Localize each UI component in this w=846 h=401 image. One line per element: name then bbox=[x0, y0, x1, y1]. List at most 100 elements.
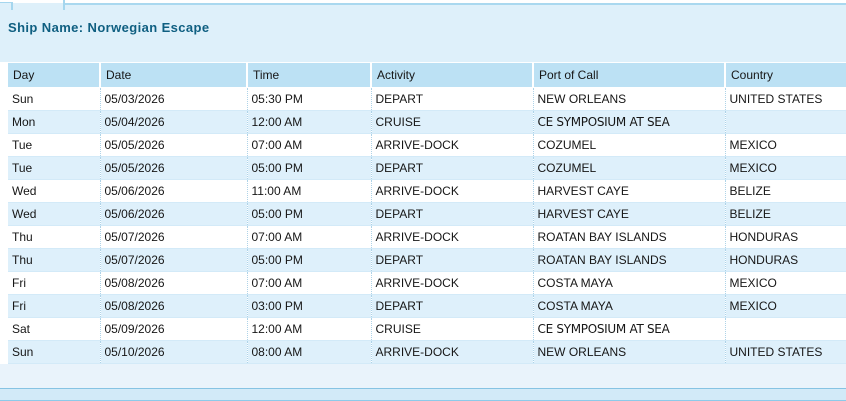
cell-country: BELIZE bbox=[725, 202, 846, 226]
footer-band bbox=[0, 388, 846, 401]
cell-day: Thu bbox=[8, 248, 101, 272]
itinerary-table: Day Date Time Activity Port of Call Country S… bbox=[8, 62, 846, 364]
cell-date: 05/09/2026 bbox=[100, 317, 248, 341]
cell-day: Thu bbox=[8, 225, 101, 249]
cell-day: Tue bbox=[8, 133, 101, 157]
cell-date: 05/05/2026 bbox=[100, 133, 248, 157]
cell-port: HARVEST CAYE bbox=[533, 179, 726, 203]
cell-country: HONDURAS bbox=[725, 225, 846, 249]
tab-strip-line-right bbox=[65, 3, 846, 5]
cell-date: 05/08/2026 bbox=[100, 271, 248, 295]
cell-date: 05/10/2026 bbox=[100, 340, 248, 364]
cell-day: Fri bbox=[8, 294, 101, 318]
tab-edge-tick-right bbox=[63, 0, 65, 10]
ship-name-title: Ship Name: Norwegian Escape bbox=[8, 20, 210, 35]
cell-date: 05/07/2026 bbox=[100, 225, 248, 249]
cell-country: UNITED STATES bbox=[725, 340, 846, 364]
cell-date: 05/05/2026 bbox=[100, 156, 248, 180]
cell-port: COSTA MAYA bbox=[533, 294, 726, 318]
cell-time: 07:00 AM bbox=[247, 133, 372, 157]
header-day: Day bbox=[8, 62, 101, 88]
cell-date: 05/03/2026 bbox=[100, 87, 248, 111]
itinerary-row: Tue 05/05/2026 07:00 AM ARRIVE-DOCK COZUMEL M… bbox=[8, 133, 846, 157]
cell-day: Wed bbox=[8, 202, 101, 226]
cell-date: 05/04/2026 bbox=[100, 110, 248, 134]
cell-time: 05:00 PM bbox=[247, 202, 372, 226]
cell-date: 05/08/2026 bbox=[100, 294, 248, 318]
header-time: Time bbox=[247, 62, 372, 88]
cell-day: Mon bbox=[8, 110, 101, 134]
cell-day: Sun bbox=[8, 340, 101, 364]
cell-port: CE SYMPOSIUM AT SEA bbox=[533, 110, 726, 134]
cell-day: Sun bbox=[8, 87, 101, 111]
cell-activity: ARRIVE-DOCK bbox=[371, 179, 534, 203]
cell-activity: ARRIVE-DOCK bbox=[371, 133, 534, 157]
cell-port: ROATAN BAY ISLANDS bbox=[533, 225, 726, 249]
cell-port: COZUMEL bbox=[533, 133, 726, 157]
header-activity: Activity bbox=[371, 62, 534, 88]
cell-activity: ARRIVE-DOCK bbox=[371, 340, 534, 364]
itinerary-row: Fri 05/08/2026 07:00 AM ARRIVE-DOCK COSTA MA… bbox=[8, 271, 846, 295]
cell-activity: DEPART bbox=[371, 294, 534, 318]
cell-time: 12:00 AM bbox=[247, 110, 372, 134]
cell-country: MEXICO bbox=[725, 294, 846, 318]
cell-time: 07:00 AM bbox=[247, 271, 372, 295]
cell-activity: CRUISE bbox=[371, 317, 534, 341]
cell-date: 05/06/2026 bbox=[100, 202, 248, 226]
itinerary-row: Fri 05/08/2026 03:00 PM DEPART COSTA MAYA MEX… bbox=[8, 294, 846, 318]
tab-strip-line-left bbox=[0, 2, 12, 3]
cell-activity: DEPART bbox=[371, 248, 534, 272]
cell-time: 08:00 AM bbox=[247, 340, 372, 364]
cell-date: 05/07/2026 bbox=[100, 248, 248, 272]
itinerary-row: Thu 05/07/2026 05:00 PM DEPART ROATAN BAY IS… bbox=[8, 248, 846, 272]
cell-date: 05/06/2026 bbox=[100, 179, 248, 203]
cell-port: HARVEST CAYE bbox=[533, 202, 726, 226]
cell-activity: DEPART bbox=[371, 87, 534, 111]
cell-port: COZUMEL bbox=[533, 156, 726, 180]
cell-country: MEXICO bbox=[725, 133, 846, 157]
cell-country bbox=[725, 317, 846, 341]
page-background bbox=[0, 3, 846, 62]
cell-time: 05:00 PM bbox=[247, 248, 372, 272]
cell-country: MEXICO bbox=[725, 271, 846, 295]
itinerary-row: Sun 05/03/2026 05:30 PM DEPART NEW ORLEANS UN… bbox=[8, 87, 846, 111]
cell-country: MEXICO bbox=[725, 156, 846, 180]
cell-country: UNITED STATES bbox=[725, 87, 846, 111]
itinerary-row: Wed 05/06/2026 05:00 PM DEPART HARVEST CAYE B… bbox=[8, 202, 846, 226]
itinerary-row: Thu 05/07/2026 07:00 AM ARRIVE-DOCK ROATAN B… bbox=[8, 225, 846, 249]
header-port: Port of Call bbox=[533, 62, 726, 88]
cell-time: 03:00 PM bbox=[247, 294, 372, 318]
cell-country: HONDURAS bbox=[725, 248, 846, 272]
cell-day: Wed bbox=[8, 179, 101, 203]
cell-port: COSTA MAYA bbox=[533, 271, 726, 295]
cell-day: Fri bbox=[8, 271, 101, 295]
cell-activity: DEPART bbox=[371, 156, 534, 180]
itinerary-row: Mon 05/04/2026 12:00 AM CRUISE CE SYMPOSIUM … bbox=[8, 110, 846, 134]
cell-time: 05:30 PM bbox=[247, 87, 372, 111]
cell-country: BELIZE bbox=[725, 179, 846, 203]
cell-time: 05:00 PM bbox=[247, 156, 372, 180]
cell-time: 11:00 AM bbox=[247, 179, 372, 203]
cell-activity: CRUISE bbox=[371, 110, 534, 134]
itinerary-row: Sat 05/09/2026 12:00 AM CRUISE CE SYMPOSIUM … bbox=[8, 317, 846, 341]
table-body: Sun 05/03/2026 05:30 PM DEPART NEW ORLEANS UN… bbox=[8, 87, 846, 364]
tab-edge-tick-left bbox=[11, 2, 13, 10]
cell-activity: ARRIVE-DOCK bbox=[371, 271, 534, 295]
cell-day: Sat bbox=[8, 317, 101, 341]
itinerary-row: Wed 05/06/2026 11:00 AM ARRIVE-DOCK HARVEST … bbox=[8, 179, 846, 203]
cell-time: 07:00 AM bbox=[247, 225, 372, 249]
header-date: Date bbox=[100, 62, 248, 88]
cell-port: NEW ORLEANS bbox=[533, 340, 726, 364]
table-header-row: Day Date Time Activity Port of Call Country bbox=[8, 62, 846, 88]
header-country: Country bbox=[725, 62, 846, 88]
cell-activity: ARRIVE-DOCK bbox=[371, 225, 534, 249]
cell-time: 12:00 AM bbox=[247, 317, 372, 341]
cell-port: ROATAN BAY ISLANDS bbox=[533, 248, 726, 272]
cell-activity: DEPART bbox=[371, 202, 534, 226]
itinerary-row: Tue 05/05/2026 05:00 PM DEPART COZUMEL MEXICO bbox=[8, 156, 846, 180]
itinerary-row: Sun 05/10/2026 08:00 AM ARRIVE-DOCK NEW ORLE… bbox=[8, 340, 846, 364]
cell-day: Tue bbox=[8, 156, 101, 180]
cell-port: NEW ORLEANS bbox=[533, 87, 726, 111]
cell-country bbox=[725, 110, 846, 134]
below-table-space bbox=[0, 364, 846, 388]
